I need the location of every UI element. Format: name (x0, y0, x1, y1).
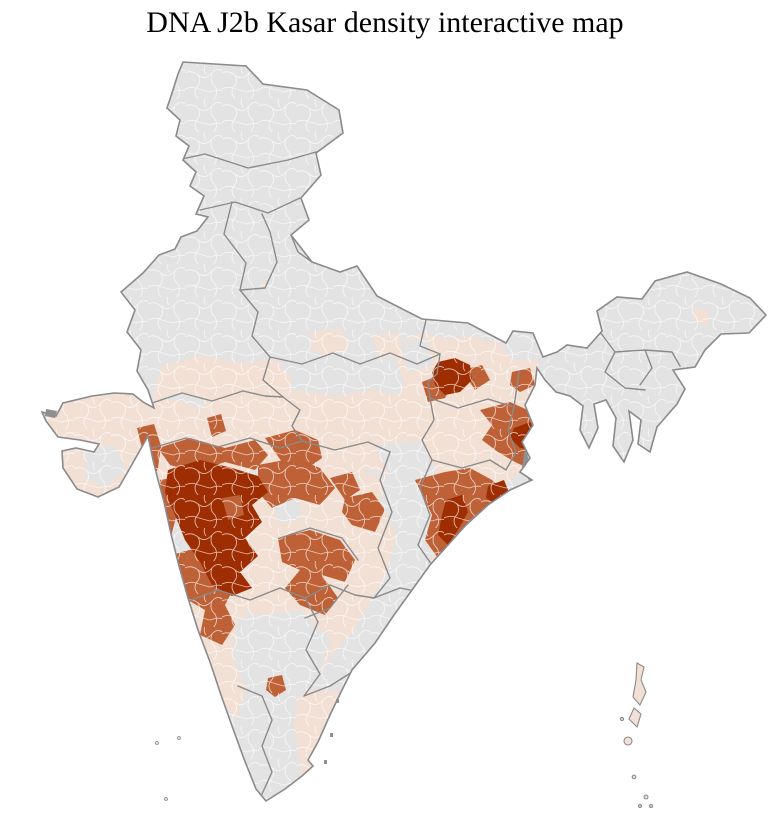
island[interactable] (619, 716, 625, 722)
coastal-specks (324, 699, 339, 764)
island[interactable] (623, 736, 633, 746)
andaman-islands[interactable] (619, 662, 654, 809)
state-borders (151, 151, 681, 795)
island[interactable] (164, 797, 168, 801)
island[interactable] (628, 707, 642, 729)
island[interactable] (155, 741, 159, 745)
island[interactable] (638, 804, 642, 808)
page-title: DNA J2b Kasar density interactive map (146, 6, 624, 39)
island[interactable] (643, 794, 649, 800)
island[interactable] (632, 662, 647, 707)
lakshadweep-islands[interactable] (155, 736, 181, 801)
kutch-creek-islet (45, 409, 57, 418)
island[interactable] (177, 736, 181, 740)
island[interactable] (631, 774, 637, 780)
island[interactable] (648, 803, 654, 809)
